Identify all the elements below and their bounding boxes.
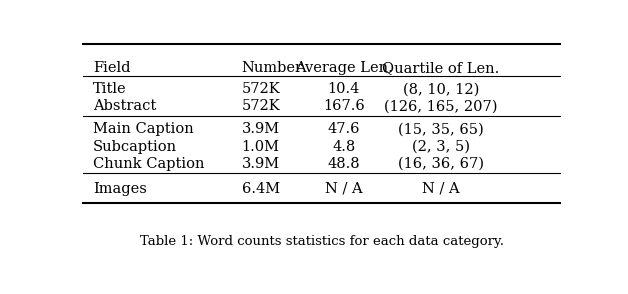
Text: 48.8: 48.8 — [327, 157, 360, 171]
Text: 3.9M: 3.9M — [242, 157, 279, 171]
Text: Quartile of Len.: Quartile of Len. — [382, 61, 500, 75]
Text: N / A: N / A — [422, 182, 460, 196]
Text: Average Len.: Average Len. — [295, 61, 392, 75]
Text: Abstract: Abstract — [93, 99, 156, 113]
Text: Images: Images — [93, 182, 147, 196]
Text: Title: Title — [93, 82, 127, 96]
Text: 4.8: 4.8 — [332, 140, 355, 154]
Text: (126, 165, 207): (126, 165, 207) — [384, 99, 498, 113]
Text: 1.0M: 1.0M — [242, 140, 279, 154]
Text: 47.6: 47.6 — [327, 123, 360, 136]
Text: Table 1: Word counts statistics for each data category.: Table 1: Word counts statistics for each… — [140, 235, 504, 248]
Text: 572K: 572K — [242, 99, 280, 113]
Text: (8, 10, 12): (8, 10, 12) — [403, 82, 479, 96]
Text: 10.4: 10.4 — [328, 82, 360, 96]
Text: Main Caption: Main Caption — [93, 123, 194, 136]
Text: Field: Field — [93, 61, 131, 75]
Text: 6.4M: 6.4M — [242, 182, 279, 196]
Text: Number: Number — [242, 61, 303, 75]
Text: 572K: 572K — [242, 82, 280, 96]
Text: (16, 36, 67): (16, 36, 67) — [398, 157, 484, 171]
Text: (2, 3, 5): (2, 3, 5) — [412, 140, 470, 154]
Text: 167.6: 167.6 — [323, 99, 365, 113]
Text: 3.9M: 3.9M — [242, 123, 279, 136]
Text: Subcaption: Subcaption — [93, 140, 177, 154]
Text: (15, 35, 65): (15, 35, 65) — [398, 123, 484, 136]
Text: Chunk Caption: Chunk Caption — [93, 157, 205, 171]
Text: N / A: N / A — [325, 182, 362, 196]
